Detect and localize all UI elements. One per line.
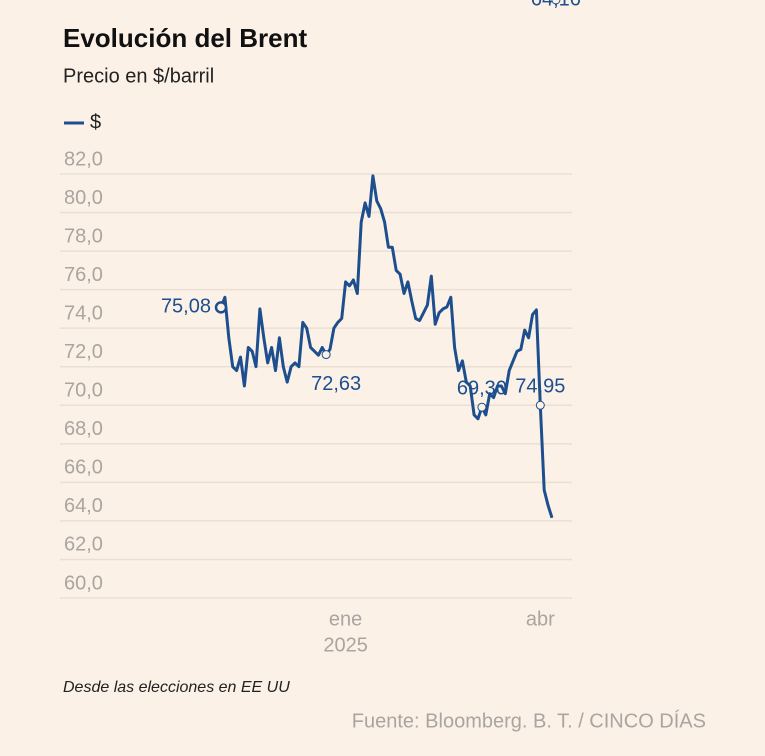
value-label: 72,63	[311, 373, 361, 395]
x-tick-sublabel: 2025	[323, 634, 368, 656]
value-label: 69,30	[457, 377, 507, 399]
y-tick-label: 74,0	[64, 302, 103, 324]
x-tick-label: abr	[526, 608, 555, 630]
y-tick-label: 60,0	[64, 572, 103, 594]
value-label: 74,95	[515, 376, 565, 398]
y-tick-label: 82,0	[64, 148, 103, 170]
y-tick-label: 78,0	[64, 225, 103, 247]
source: Fuente: Bloomberg. B. T. / CINCO DÍAS	[352, 709, 706, 732]
legend-label: $	[90, 111, 101, 133]
value-label: 64,16	[531, 0, 581, 10]
y-tick-label: 80,0	[64, 187, 103, 209]
point-marker	[477, 402, 487, 412]
point-marker	[321, 350, 331, 360]
y-tick-label: 68,0	[64, 418, 103, 440]
point-marker	[551, 0, 561, 5]
y-tick-label: 76,0	[64, 264, 103, 286]
x-tick-label: ene	[329, 608, 362, 630]
price-line	[219, 174, 554, 519]
y-tick-label: 70,0	[64, 380, 103, 402]
y-tick-label: 66,0	[64, 457, 103, 479]
chart-subtitle: Precio en $/barril	[63, 65, 214, 87]
value-label: 75,08	[161, 296, 211, 318]
y-tick-label: 62,0	[64, 534, 103, 556]
point-marker	[214, 301, 228, 314]
point-marker	[535, 400, 545, 410]
chart-title: Evolución del Brent	[63, 23, 307, 53]
y-tick-label: 72,0	[64, 341, 103, 363]
y-tick-label: 64,0	[64, 495, 103, 517]
note: Desde las elecciones en EE UU	[63, 679, 290, 696]
